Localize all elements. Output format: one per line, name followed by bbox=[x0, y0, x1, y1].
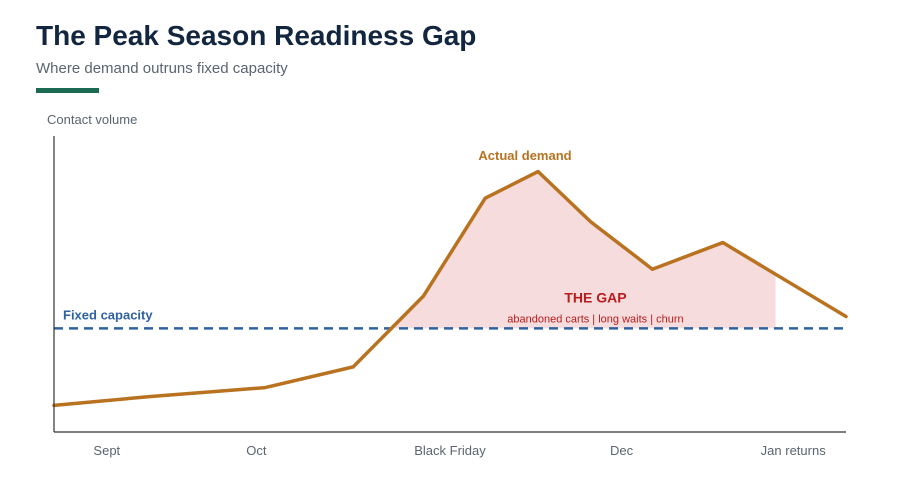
gap-layer: THE GAP abandoned carts | long waits | ch… bbox=[391, 171, 776, 329]
title-accent-bar bbox=[36, 88, 99, 93]
gap-label: THE GAP bbox=[564, 289, 626, 305]
x-tick-label: Sept bbox=[93, 443, 120, 458]
chart-subtitle: Where demand outruns fixed capacity bbox=[36, 60, 288, 77]
y-axis-label: Contact volume bbox=[47, 112, 137, 127]
tick-layer: Sept Oct Black Friday Dec Jan returns bbox=[93, 443, 826, 458]
actual-demand-line bbox=[52, 169, 848, 408]
gap-sublabel: abandoned carts | long waits | churn bbox=[507, 313, 683, 325]
series-layer bbox=[52, 169, 848, 408]
x-tick-label: Dec bbox=[610, 443, 634, 458]
axis-layer bbox=[53, 136, 846, 433]
x-tick-label: Oct bbox=[246, 443, 267, 458]
fixed-capacity-label: Fixed capacity bbox=[63, 307, 153, 322]
actual-demand-label: Actual demand bbox=[478, 148, 571, 163]
x-tick-label: Black Friday bbox=[414, 443, 486, 458]
label-layer: Actual demand Fixed capacity bbox=[63, 148, 572, 322]
gap-area bbox=[391, 171, 776, 329]
x-tick-label: Jan returns bbox=[761, 443, 827, 458]
chart-title: The Peak Season Readiness Gap bbox=[36, 20, 477, 51]
